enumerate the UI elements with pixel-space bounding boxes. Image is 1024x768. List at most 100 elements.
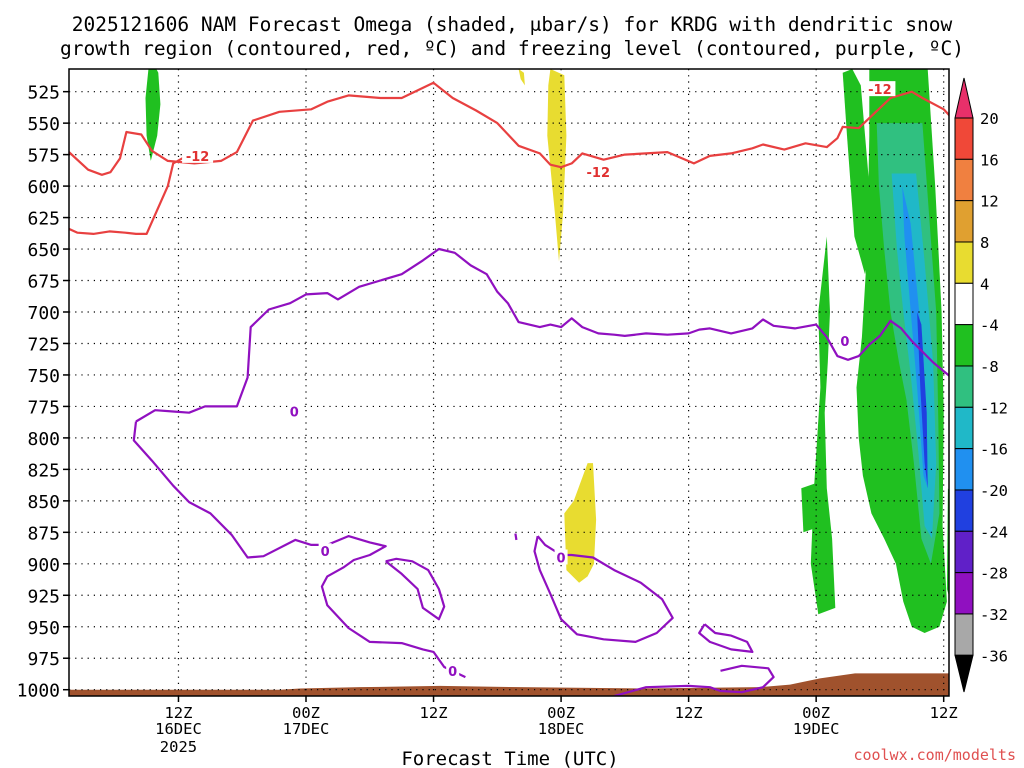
colorbar-bin-8	[954, 406, 974, 450]
colorbar-label-6: -8	[980, 358, 999, 376]
colorbar-label-8: -16	[980, 441, 1008, 459]
freezing-contour-inner	[385, 557, 446, 621]
colorbar-bin-10	[954, 489, 974, 532]
watermark: coolwx.com/modelts	[853, 746, 1016, 764]
pressure-axis: 525 550 575 600 625 650 675 700 725 750 775 800 825 8…	[17, 83, 69, 702]
contour-label-bg-5	[318, 543, 332, 559]
y-tick-label-650: 650	[27, 240, 60, 261]
contour-label-4: 0	[840, 335, 849, 350]
colorbar-bin-4	[954, 241, 974, 284]
contour-label-bg-3	[287, 403, 301, 419]
contour-label-0: -12	[186, 150, 210, 165]
contour-label-6: 0	[557, 552, 566, 567]
freezing-contour-small	[698, 623, 754, 654]
colorbar-bin-5	[954, 282, 974, 326]
terrain-ground	[69, 673, 949, 696]
colorbar-bottom-arrow	[954, 654, 974, 693]
plot-background	[69, 69, 949, 696]
colorbar-bin-11	[954, 530, 974, 574]
colorbar-label-11: -28	[980, 565, 1008, 583]
x-tick-label-top-66: 00Z	[802, 704, 830, 722]
colorbar-bin-1	[954, 117, 974, 160]
contour-label-2: -12	[868, 83, 892, 98]
y-tick-label-850: 850	[27, 492, 60, 513]
colorbar-label-10: -24	[980, 523, 1008, 541]
y-tick-label-575: 575	[27, 146, 60, 167]
omega-region-10	[902, 186, 928, 489]
y-tick-label-775: 775	[27, 397, 60, 418]
plot-frame	[68, 68, 950, 697]
x-tick-label-bottom-6: 2025	[160, 738, 197, 756]
colorbar-bin-7	[954, 365, 974, 408]
colorbar: 20 16 12 8 4 -4 -8 -12 -16 -20 -24 -28 -32 -36	[954, 77, 1008, 693]
y-tick-label-750: 750	[27, 366, 60, 387]
x-tick-label-top-42: 00Z	[547, 704, 575, 722]
y-tick-label-525: 525	[27, 83, 60, 104]
contour-label-bg-2	[864, 81, 896, 97]
omega-region-6	[810, 236, 836, 615]
chart-title-line1: 2025121606 NAM Forecast Omega (shaded, μ…	[72, 13, 953, 36]
contour-label-bg-6	[554, 549, 568, 565]
contour-label-bg-0	[182, 147, 214, 163]
colorbar-label-5: -4	[980, 317, 999, 335]
x-tick-label-top-6: 12Z	[164, 704, 192, 722]
y-tick-label-1000: 1000	[17, 681, 60, 702]
chart-title-line2: growth region (contoured, red, ºC) and f…	[60, 37, 964, 60]
y-tick-label-825: 825	[27, 460, 60, 481]
freezing-contour-fragment	[514, 533, 518, 541]
colorbar-bin-2	[954, 158, 974, 202]
x-tick-label-mid-6: 16DEC	[155, 720, 202, 738]
x-tick-label-top-78: 12Z	[930, 704, 958, 722]
ground-surface	[69, 673, 949, 696]
colorbar-bin-9	[954, 448, 974, 491]
contour-labels: -12 -12 -12 0 0 0 0 0	[182, 81, 896, 680]
colorbar-label-4: 4	[980, 275, 989, 293]
temperature-contours	[69, 81, 949, 696]
y-tick-label-600: 600	[27, 177, 60, 198]
colorbar-label-12: -32	[980, 606, 1008, 624]
omega-region-1	[518, 69, 525, 86]
colorbar-label-7: -12	[980, 399, 1008, 417]
omega-region-3	[564, 463, 597, 583]
colorbar-label-0: 20	[980, 110, 999, 128]
freezing-contour-right	[533, 535, 674, 644]
y-tick-label-875: 875	[27, 523, 60, 544]
x-tick-label-mid-42: 18DEC	[538, 720, 585, 738]
y-tick-label-625: 625	[27, 209, 60, 230]
colorbar-label-13: -36	[980, 647, 1008, 665]
colorbar-top-arrow	[954, 77, 974, 119]
x-axis-label: Forecast Time (UTC)	[401, 748, 618, 768]
colorbar-bin-3	[954, 200, 974, 243]
colorbar-bin-13	[954, 613, 974, 656]
y-tick-label-550: 550	[27, 114, 60, 135]
contour-label-7: 0	[448, 665, 457, 680]
y-tick-label-725: 725	[27, 334, 60, 355]
omega-region-5	[842, 69, 874, 275]
contour-label-1: -12	[587, 166, 611, 181]
freezing-contour-main	[135, 247, 949, 423]
plot-area: -12 -12 -12 0 0 0 0 0	[68, 68, 950, 697]
colorbar-bin-12	[954, 572, 974, 615]
x-tick-label-top-30: 12Z	[420, 704, 448, 722]
freezing-contour-bottom	[613, 664, 775, 696]
colorbar-label-3: 8	[980, 234, 989, 252]
contour-label-5: 0	[321, 545, 330, 560]
freezing-contour-loop	[132, 421, 466, 679]
dendritic-contour-lower	[69, 153, 211, 235]
contour-label-bg-4	[838, 332, 852, 348]
y-tick-label-675: 675	[27, 272, 60, 293]
x-tick-label-top-18: 00Z	[292, 704, 320, 722]
y-tick-label-925: 925	[27, 586, 60, 607]
x-tick-label-mid-18: 17DEC	[283, 720, 330, 738]
x-tick-label-top-54: 12Z	[675, 704, 703, 722]
contour-label-bg-7	[446, 662, 460, 678]
y-tick-label-950: 950	[27, 618, 60, 639]
contour-label-3: 0	[290, 405, 299, 420]
omega-shading	[145, 69, 949, 633]
colorbar-label-9: -20	[980, 482, 1008, 500]
y-tick-label-700: 700	[27, 303, 60, 324]
colorbar-label-1: 16	[980, 151, 999, 169]
dendritic-contour-upper	[69, 81, 949, 176]
